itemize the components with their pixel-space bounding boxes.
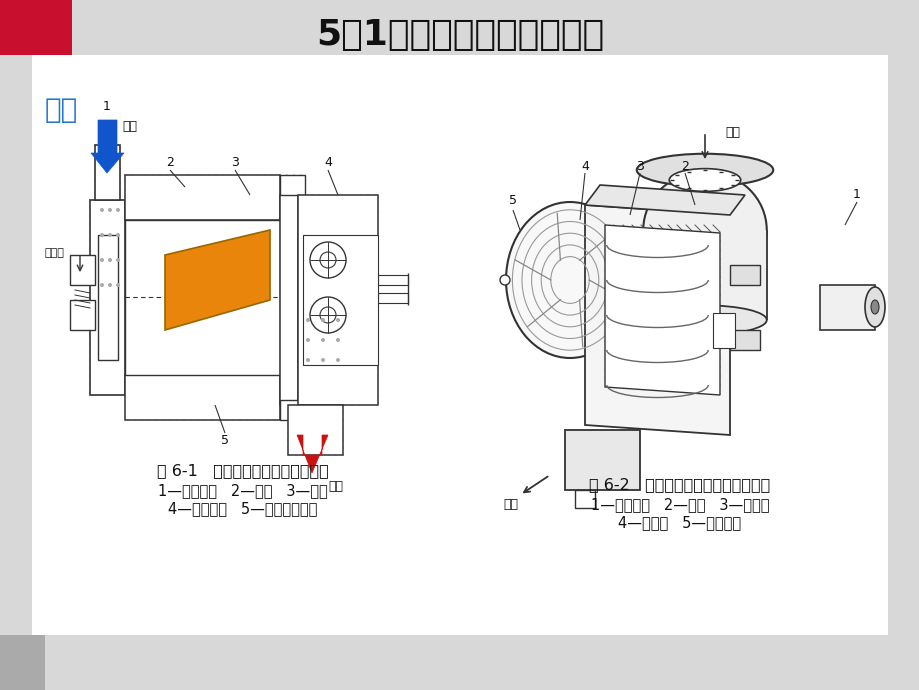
Polygon shape — [297, 435, 328, 473]
Circle shape — [116, 283, 119, 287]
Circle shape — [499, 275, 509, 285]
Circle shape — [100, 233, 104, 237]
Polygon shape — [584, 205, 729, 435]
Bar — [564, 430, 640, 490]
Circle shape — [306, 358, 310, 362]
Circle shape — [100, 283, 104, 287]
Text: 1: 1 — [852, 188, 860, 201]
Circle shape — [306, 318, 310, 322]
Bar — [90, 200, 125, 395]
Polygon shape — [91, 120, 124, 173]
Bar — [70, 300, 95, 330]
Text: 3: 3 — [231, 157, 239, 170]
Text: 1—吸气端座   2—机体   3—阴螺杆: 1—吸气端座 2—机体 3—阴螺杆 — [590, 497, 768, 512]
Circle shape — [335, 358, 340, 362]
Ellipse shape — [636, 154, 772, 186]
Text: 吸气: 吸气 — [122, 121, 137, 133]
Text: 2: 2 — [680, 161, 688, 173]
Text: 5: 5 — [221, 433, 229, 446]
Circle shape — [310, 242, 346, 278]
Text: 图 6-2   螺杆式制冷压缩机结构立体图: 图 6-2 螺杆式制冷压缩机结构立体图 — [589, 477, 770, 492]
Text: 5: 5 — [508, 193, 516, 206]
Bar — [70, 255, 95, 285]
Bar — [32, 55, 887, 645]
Ellipse shape — [642, 306, 766, 335]
Bar — [279, 195, 298, 405]
Circle shape — [116, 208, 119, 212]
Text: 4: 4 — [581, 161, 588, 173]
Circle shape — [306, 338, 310, 342]
Polygon shape — [165, 230, 269, 330]
Bar — [574, 490, 595, 508]
Bar — [642, 230, 766, 320]
Text: 4—阳螺杆   5—排气端座: 4—阳螺杆 5—排气端座 — [618, 515, 741, 530]
Text: 1—吸气端座   2—机体   3—螺杆: 1—吸气端座 2—机体 3—螺杆 — [157, 483, 327, 498]
Text: 3: 3 — [635, 161, 643, 173]
Bar — [125, 175, 279, 220]
Bar — [0, 0, 72, 55]
Bar — [0, 55, 32, 690]
Circle shape — [116, 258, 119, 262]
Ellipse shape — [668, 168, 740, 191]
Text: 排气: 排气 — [503, 498, 517, 511]
Bar — [712, 313, 734, 348]
Bar — [125, 220, 279, 375]
Bar — [302, 235, 378, 365]
Circle shape — [320, 307, 335, 323]
Text: 4—排气端座   5—能量调节滑阀: 4—排气端座 5—能量调节滑阀 — [167, 501, 317, 516]
Circle shape — [116, 233, 119, 237]
Circle shape — [335, 338, 340, 342]
Bar — [0, 635, 45, 690]
Bar — [0, 635, 919, 690]
Text: 吸气: 吸气 — [724, 126, 739, 139]
Circle shape — [100, 208, 104, 212]
Bar — [378, 293, 407, 303]
Ellipse shape — [505, 202, 633, 358]
Bar — [729, 330, 759, 350]
Circle shape — [100, 258, 104, 262]
Text: 1: 1 — [103, 101, 111, 113]
Polygon shape — [605, 225, 720, 395]
Bar — [378, 275, 407, 285]
Circle shape — [335, 318, 340, 322]
Text: 一、: 一、 — [45, 96, 78, 124]
Text: 5．1　基本结构和工作原理: 5．1 基本结构和工作原理 — [315, 18, 604, 52]
Text: 2: 2 — [166, 157, 174, 170]
Polygon shape — [584, 185, 744, 215]
Ellipse shape — [870, 300, 878, 314]
Bar — [279, 175, 305, 195]
Text: 压力油: 压力油 — [45, 248, 65, 258]
Bar — [98, 235, 118, 360]
Text: 排气: 排气 — [328, 480, 343, 493]
Ellipse shape — [864, 287, 884, 327]
Bar — [480, 140, 879, 470]
Bar — [819, 285, 874, 330]
Text: 图 6-1   螺杆式制冷压缩机结构简图: 图 6-1 螺杆式制冷压缩机结构简图 — [156, 463, 328, 478]
Circle shape — [108, 208, 112, 212]
Bar — [729, 265, 759, 285]
Bar — [95, 145, 119, 200]
Circle shape — [108, 258, 112, 262]
Bar — [288, 405, 343, 455]
Circle shape — [321, 318, 324, 322]
Circle shape — [320, 252, 335, 268]
Bar — [279, 400, 305, 420]
Circle shape — [321, 358, 324, 362]
Circle shape — [108, 283, 112, 287]
Ellipse shape — [642, 172, 766, 288]
Circle shape — [108, 233, 112, 237]
Bar — [298, 195, 378, 405]
Bar — [70, 155, 429, 475]
Bar — [125, 375, 279, 420]
Text: 4: 4 — [323, 157, 332, 170]
Circle shape — [310, 297, 346, 333]
Circle shape — [321, 338, 324, 342]
